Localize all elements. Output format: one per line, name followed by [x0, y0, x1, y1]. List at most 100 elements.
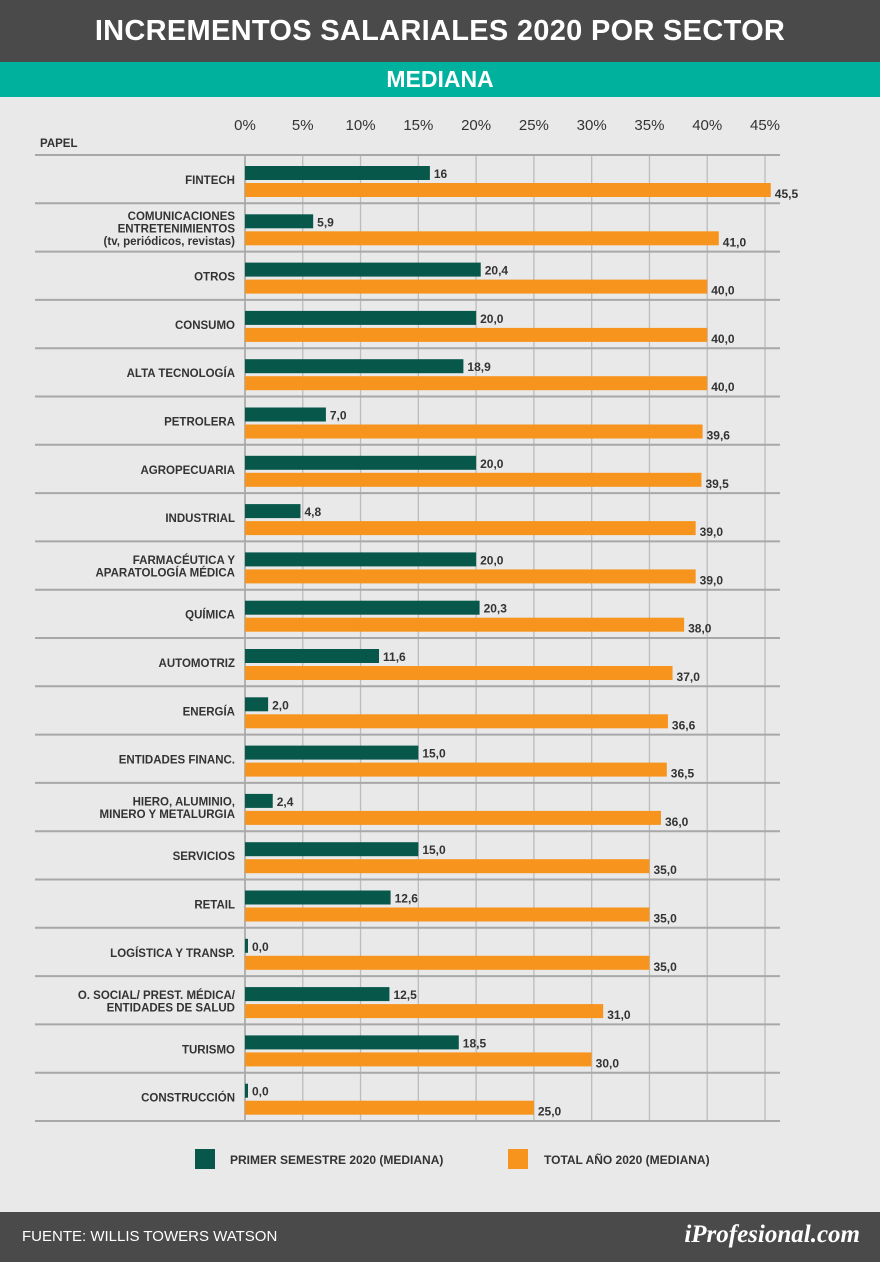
- category-label: MINERO Y METALURGIA: [100, 809, 235, 821]
- category-label: PETROLERA: [164, 417, 235, 429]
- bar-total-anio: [245, 569, 696, 584]
- data-label-total-anio: 39,0: [700, 525, 724, 539]
- bar-total-anio: [245, 1004, 604, 1019]
- data-label-total-anio: 40,0: [711, 332, 735, 346]
- brand-logo: iProfesional.com: [684, 1221, 860, 1248]
- data-label-primer-semestre: 20,4: [485, 264, 509, 278]
- data-label-total-anio: 36,5: [671, 767, 695, 781]
- bar-total-anio: [245, 1052, 592, 1067]
- bar-total-anio: [245, 762, 667, 777]
- data-label-primer-semestre: 5,9: [317, 215, 334, 229]
- data-label-primer-semestre: 0,0: [252, 1085, 269, 1099]
- category-label: FARMACÉUTICA Y: [133, 554, 236, 567]
- data-label-total-anio: 36,0: [665, 815, 689, 829]
- chart-title: INCREMENTOS SALARIALES 2020 POR SECTOR: [0, 0, 880, 62]
- data-label-total-anio: 39,5: [705, 477, 729, 491]
- data-label-primer-semestre: 18,9: [467, 360, 491, 374]
- x-tick-label: 30%: [577, 117, 607, 134]
- bar-chart: 0% 5% 10% 15% 20% 25% 30% 35% 40% 45% PAPEL FINTECH…: [0, 97, 880, 1207]
- data-label-total-anio: 40,0: [711, 284, 735, 298]
- data-label-total-anio: 35,0: [653, 863, 677, 877]
- legend-swatch-total-anio: [508, 1149, 528, 1169]
- bar-total-anio: [245, 376, 708, 391]
- data-label-total-anio: 40,0: [711, 380, 735, 394]
- bar-primer-semestre: [245, 987, 390, 1002]
- bar-total-anio: [245, 617, 685, 632]
- bar-primer-semestre: [245, 1035, 459, 1050]
- data-label-primer-semestre: 11,6: [383, 650, 406, 664]
- bar-primer-semestre: [245, 649, 380, 663]
- x-tick-label: 45%: [750, 117, 780, 134]
- bar-total-anio: [245, 714, 668, 729]
- x-tick-label: 25%: [519, 117, 549, 134]
- category-label: RETAIL: [194, 900, 235, 912]
- category-header: PAPEL: [40, 138, 78, 150]
- bar-primer-semestre: [245, 262, 481, 277]
- bar-primer-semestre: [245, 938, 248, 953]
- bar-primer-semestre: [245, 1083, 248, 1098]
- data-label-primer-semestre: 12,5: [393, 988, 417, 1002]
- data-label-total-anio: 35,0: [653, 960, 677, 974]
- data-label-primer-semestre: 20,0: [480, 457, 504, 471]
- category-label: QUÍMICA: [185, 609, 235, 622]
- category-label: OTROS: [194, 272, 235, 284]
- category-label: AUTOMOTRIZ: [159, 658, 235, 670]
- x-tick-label: 0%: [234, 117, 256, 134]
- category-label: (tv, periódicos, revistas): [104, 236, 236, 248]
- chart-subtitle: MEDIANA: [0, 62, 880, 97]
- data-label-total-anio: 30,0: [596, 1056, 620, 1070]
- bar-primer-semestre: [245, 166, 430, 180]
- bar-primer-semestre: [245, 745, 419, 760]
- category-label: INDUSTRIAL: [165, 513, 235, 525]
- data-label-primer-semestre: 18,5: [463, 1036, 487, 1050]
- bar-primer-semestre: [245, 842, 419, 857]
- bar-primer-semestre: [245, 359, 464, 374]
- data-label-primer-semestre: 20,0: [480, 553, 504, 567]
- category-label: FINTECH: [185, 175, 235, 187]
- bar-primer-semestre: [245, 552, 477, 567]
- bar-total-anio: [245, 231, 719, 246]
- category-label: TURISMO: [182, 1044, 235, 1056]
- data-label-primer-semestre: 0,0: [252, 940, 269, 954]
- x-tick-label: 10%: [346, 117, 376, 134]
- data-label-total-anio: 35,0: [653, 912, 677, 926]
- bar-total-anio: [245, 521, 696, 536]
- data-label-primer-semestre: 15,0: [422, 843, 446, 857]
- footer: FUENTE: WILLIS TOWERS WATSON iProfesiona…: [0, 1212, 880, 1262]
- bar-total-anio: [245, 859, 650, 874]
- data-label-primer-semestre: 20,3: [484, 602, 508, 616]
- bar-primer-semestre: [245, 793, 273, 808]
- data-label-total-anio: 25,0: [538, 1105, 562, 1119]
- legend-label-total-anio: TOTAL AÑO 2020 (MEDIANA): [544, 1152, 710, 1167]
- category-label: CONSTRUCCIÓN: [141, 1092, 235, 1105]
- data-label-primer-semestre: 16: [434, 167, 448, 181]
- data-label-primer-semestre: 2,0: [272, 698, 289, 712]
- data-label-primer-semestre: 2,4: [277, 795, 294, 809]
- bar-total-anio: [245, 279, 708, 294]
- category-label: LOGÍSTICA Y TRANSP.: [110, 947, 235, 960]
- category-label: COMUNICACIONES: [128, 211, 236, 223]
- x-tick-label: 5%: [292, 117, 314, 134]
- data-label-total-anio: 41,0: [723, 235, 747, 249]
- legend-label-primer-semestre: PRIMER SEMESTRE 2020 (MEDIANA): [230, 1153, 443, 1167]
- data-label-primer-semestre: 4,8: [304, 505, 321, 519]
- category-label: ENERGÍA: [183, 705, 235, 718]
- category-label: AGROPECUARIA: [140, 465, 235, 477]
- category-label: APARATOLOGÍA MÉDICA: [96, 567, 236, 580]
- bar-total-anio: [245, 955, 650, 970]
- data-label-primer-semestre: 7,0: [330, 409, 347, 423]
- legend-swatch-primer-semestre: [195, 1149, 215, 1169]
- data-label-total-anio: 37,0: [677, 670, 701, 684]
- data-label-primer-semestre: 20,0: [480, 312, 504, 326]
- data-label-total-anio: 45,5: [775, 187, 799, 201]
- data-label-primer-semestre: 15,0: [422, 747, 446, 761]
- bar-primer-semestre: [245, 455, 477, 470]
- bar-primer-semestre: [245, 504, 301, 519]
- category-label: ENTIDADES DE SALUD: [107, 1002, 235, 1014]
- bar-total-anio: [245, 424, 703, 439]
- bar-total-anio: [245, 810, 661, 825]
- bar-primer-semestre: [245, 890, 391, 905]
- data-label-total-anio: 39,6: [707, 429, 731, 443]
- bar-primer-semestre: [245, 697, 269, 712]
- category-label: ENTIDADES FINANC.: [119, 755, 235, 767]
